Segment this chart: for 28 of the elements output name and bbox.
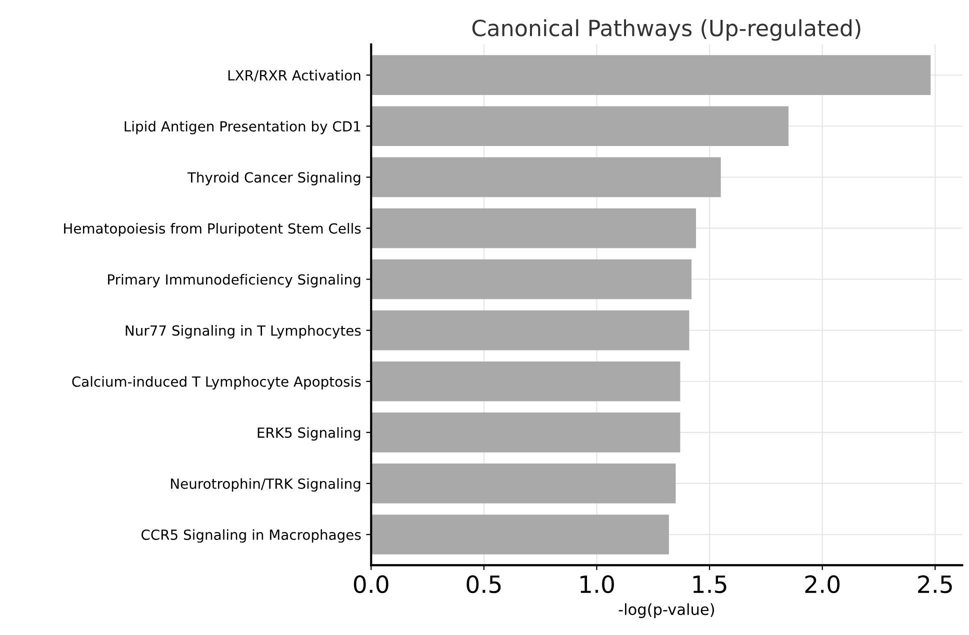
x-axis-title: -log(p-value) — [618, 603, 714, 618]
y-tick-label: Calcium-induced T Lymphocyte Apoptosis — [72, 376, 361, 390]
bar — [371, 259, 692, 300]
x-tick-label: 2.5 — [918, 575, 952, 594]
y-tick-label: Lipid Antigen Presentation by CD1 — [124, 120, 360, 134]
x-tick-label: 2.0 — [805, 575, 840, 594]
x-tick-label: 0.0 — [354, 575, 388, 594]
x-tick-label: 0.5 — [466, 575, 501, 594]
bar — [371, 208, 696, 248]
y-tick-label: CCR5 Signaling in Macrophages — [142, 529, 361, 543]
bar — [371, 310, 690, 350]
bar — [371, 361, 680, 402]
y-tick-label: Thyroid Cancer Signaling — [187, 172, 360, 186]
y-tick-label: Neurotrophin/TRK Signaling — [171, 478, 360, 492]
y-tick-label: Hematopoiesis from Pluripotent Stem Cells — [64, 222, 361, 236]
y-tick-label: Nur77 Signaling in T Lymphocytes — [126, 325, 361, 338]
bar — [371, 464, 676, 504]
y-tick-label: LXR/RXR Activation — [228, 70, 360, 82]
chart-title: Canonical Pathways (Up-regulated) — [472, 19, 860, 41]
bar — [371, 157, 721, 198]
x-tick-label: 1.0 — [580, 575, 614, 594]
bar — [371, 514, 669, 554]
y-tick-label: ERK5 Signaling — [258, 427, 360, 441]
bar — [371, 106, 788, 146]
y-tick-label: Primary Immunodeficiency Signaling — [108, 274, 360, 288]
bar — [371, 55, 931, 95]
bar — [371, 412, 680, 452]
x-tick-label: 1.5 — [693, 576, 726, 594]
